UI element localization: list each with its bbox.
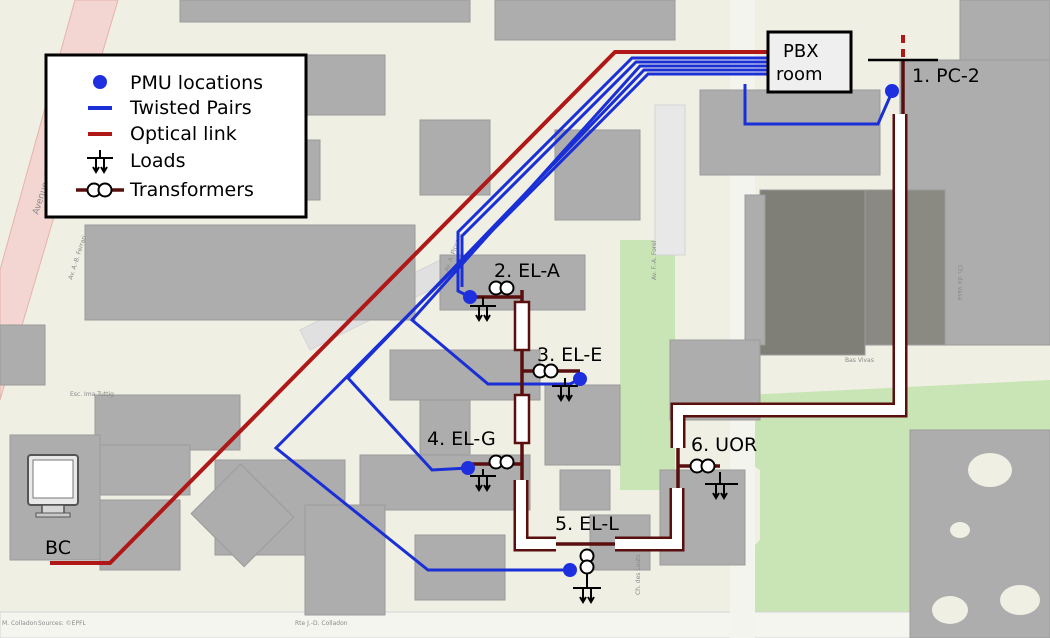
legend: PMU locations Twisted Pairs Optical link…	[44, 53, 308, 219]
street-label-bas: Bas Vivas	[845, 357, 874, 364]
transformer-ell-icon	[579, 548, 595, 575]
label-pc2: 1. PC-2	[912, 65, 980, 87]
legend-label-transformers: Transformers	[129, 179, 254, 201]
pmu-pc2-icon	[885, 84, 899, 98]
load-ele-icon	[552, 378, 578, 402]
label-ela: 2. EL-A	[494, 260, 560, 282]
transformer-ele-icon	[532, 363, 559, 379]
street-label-forel: Av. F.-A. Forel	[651, 240, 658, 280]
legend-label-pmu: PMU locations	[130, 72, 263, 94]
optical-link	[50, 50, 768, 565]
street-label-lauts: Ch. des Lauts	[635, 554, 642, 595]
label-uor: 6. UOR	[691, 434, 757, 456]
legend-label-loads: Loads	[130, 150, 185, 172]
legend-pmu-dot-icon	[93, 75, 107, 89]
street-label-vasa: Ch. de Vasa	[956, 265, 963, 301]
legend-label-twisted: Twisted Pairs	[129, 97, 252, 119]
pmu-ele-icon	[573, 372, 587, 386]
pbx-room: PBX room	[766, 30, 853, 94]
street-label-colladon: Rte J.-D. Colladon	[295, 620, 348, 627]
load-ell-icon	[573, 574, 601, 604]
label-ell: 5. EL-L	[555, 513, 619, 535]
pbx-label-line1: PBX	[783, 41, 819, 62]
pmu-ela-icon	[463, 290, 477, 304]
load-ela-icon	[470, 297, 496, 322]
pmu-markers	[461, 84, 899, 577]
label-elg: 4. EL-G	[427, 428, 496, 450]
label-ele: 3. EL-E	[537, 344, 602, 366]
pmu-ell-icon	[563, 563, 577, 577]
sources-credit: Sources: ©EPFL	[38, 620, 87, 627]
pbx-label-line2: room	[776, 64, 823, 85]
pond-shapes	[932, 453, 1040, 624]
street-label-left-bottom: M. Colladon	[2, 620, 37, 627]
load-uor-icon	[705, 472, 738, 500]
legend-load-symbol-icon	[87, 150, 113, 174]
transformer-uor-icon	[689, 458, 716, 474]
legend-transformer-symbol-icon	[76, 182, 124, 198]
power-cable	[513, 114, 908, 552]
twisted-pair-cables	[273, 56, 894, 572]
substation-labels: 1. PC-2 2. EL-A 3. EL-E 4. EL-G 5. EL-L …	[45, 65, 980, 559]
transformer-ela-icon	[488, 280, 515, 296]
legend-label-optical: Optical link	[130, 123, 237, 145]
pmu-elg-icon	[461, 461, 475, 475]
load-symbols	[470, 58, 938, 604]
street-label-escalier: Esc. Ima Tuttig	[70, 391, 114, 398]
bc-monitor-icon	[27, 454, 79, 518]
transformer-symbols	[488, 280, 716, 575]
label-bc: BC	[45, 537, 71, 559]
load-elg-icon	[470, 469, 496, 492]
transformer-elg-icon	[488, 454, 515, 470]
